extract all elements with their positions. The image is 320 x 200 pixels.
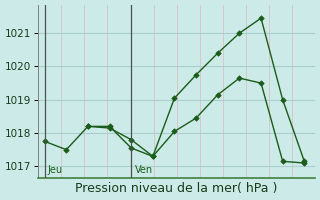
Text: Jeu: Jeu bbox=[48, 165, 63, 175]
X-axis label: Pression niveau de la mer( hPa ): Pression niveau de la mer( hPa ) bbox=[76, 182, 278, 195]
Text: Ven: Ven bbox=[134, 165, 153, 175]
